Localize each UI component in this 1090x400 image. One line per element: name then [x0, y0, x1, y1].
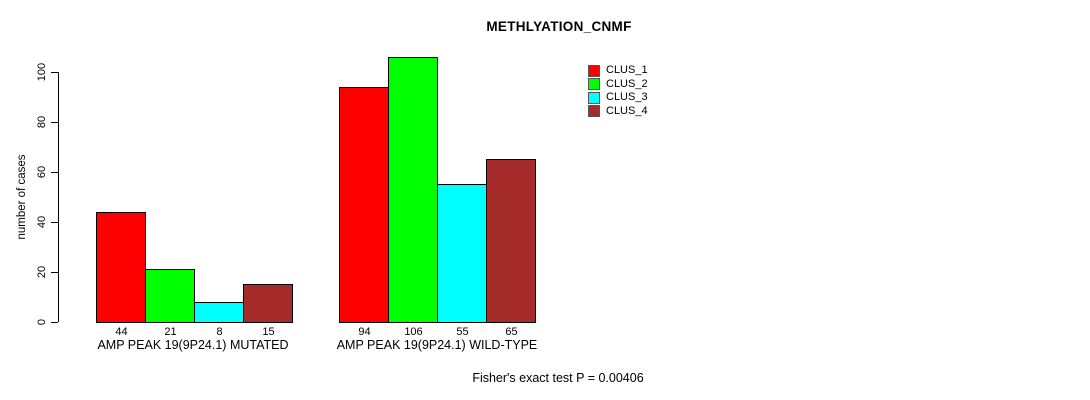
- legend-item: CLUS_1: [588, 64, 648, 78]
- y-tick-label: 20: [36, 265, 48, 279]
- bar-value-label: 21: [164, 326, 177, 338]
- bar-clus_1: [339, 87, 389, 323]
- group-label-wild-type: AMP PEAK 19(9P24.1) WILD-TYPE: [336, 338, 538, 352]
- y-tick-mark: [51, 272, 58, 273]
- y-tick-mark: [51, 122, 58, 123]
- legend-swatch: [588, 105, 600, 118]
- bar-value-label: 8: [216, 326, 223, 338]
- legend-swatch: [588, 64, 600, 77]
- y-tick-mark: [51, 222, 58, 223]
- bar-clus_1: [96, 212, 146, 323]
- y-tick-label: 40: [36, 215, 48, 229]
- legend-item: CLUS_2: [588, 78, 648, 92]
- legend-label: CLUS_3: [606, 91, 648, 104]
- y-tick-label: 100: [36, 62, 48, 82]
- bar-value-label: 44: [115, 326, 128, 338]
- bar-clus_4: [243, 284, 293, 323]
- bar-clus_3: [194, 302, 244, 323]
- bar-value-label: 106: [404, 326, 423, 338]
- legend-label: CLUS_1: [606, 64, 648, 77]
- bar-clus_2: [388, 57, 438, 323]
- legend: CLUS_1 CLUS_2 CLUS_3 CLUS_4: [588, 64, 648, 118]
- fisher-test-annotation: Fisher's exact test P = 0.00406: [472, 371, 644, 385]
- y-tick-mark: [51, 322, 58, 323]
- legend-label: CLUS_2: [606, 77, 648, 90]
- y-tick-label: 80: [36, 115, 48, 129]
- group-label-mutated: AMP PEAK 19(9P24.1) MUTATED: [97, 338, 289, 352]
- chart-title: METHLYATION_CNMF: [486, 19, 632, 34]
- legend-item: CLUS_3: [588, 91, 648, 105]
- y-tick-mark: [51, 172, 58, 173]
- bar-value-label: 15: [262, 326, 275, 338]
- bar-value-label: 55: [456, 326, 469, 338]
- legend-swatch: [588, 91, 600, 104]
- bar-value-label: 94: [358, 326, 371, 338]
- legend-swatch: [588, 78, 600, 91]
- y-tick-label: 60: [36, 165, 48, 179]
- y-axis-label: number of cases: [16, 154, 28, 240]
- bar-clus_3: [437, 184, 487, 323]
- bar-value-label: 65: [505, 326, 518, 338]
- y-tick-label: 0: [36, 318, 48, 326]
- y-tick-mark: [51, 72, 58, 73]
- bar-clus_2: [145, 269, 195, 323]
- legend-label: CLUS_4: [606, 104, 648, 117]
- legend-item: CLUS_4: [588, 105, 648, 119]
- bar-clus_4: [486, 159, 536, 323]
- y-axis-line: [58, 72, 59, 322]
